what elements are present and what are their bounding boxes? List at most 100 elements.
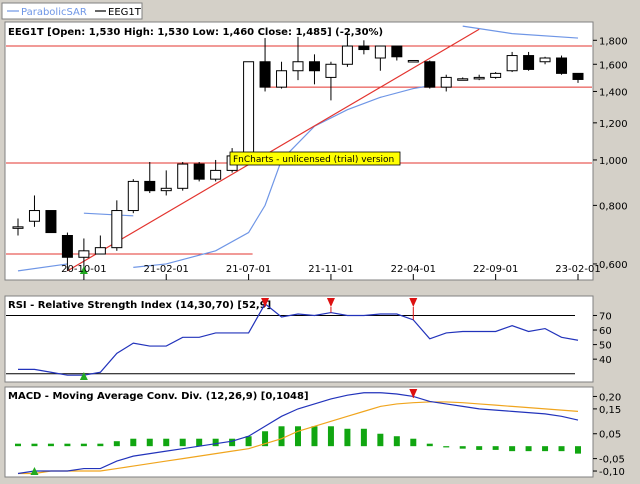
macd-y-tick-label: 0,05 bbox=[599, 430, 621, 441]
sell-signal-arrow bbox=[326, 298, 335, 307]
macd-histogram-bar bbox=[278, 426, 285, 447]
macd-histogram-bar bbox=[410, 438, 417, 447]
macd-histogram-bar bbox=[360, 428, 367, 447]
rsi-y-tick-label: 40 bbox=[599, 355, 612, 366]
candle-body bbox=[160, 187, 172, 192]
candle-body bbox=[243, 61, 255, 157]
macd-histogram-bar bbox=[245, 436, 252, 447]
macd-histogram-bar bbox=[163, 438, 170, 447]
macd-y-tick-label: 0,15 bbox=[599, 405, 621, 416]
price-y-tick-label: 1,000 bbox=[599, 156, 628, 167]
parabolic-sar-segment bbox=[462, 25, 579, 39]
candle-body bbox=[539, 57, 551, 63]
macd-y-tick-label: 0,20 bbox=[599, 392, 621, 403]
macd-y-tick-label: -0,10 bbox=[599, 467, 625, 478]
macd-y-axis: 0,20 0,15 0,05 -0,05-0,10 bbox=[593, 392, 625, 478]
macd-histogram-bar bbox=[558, 446, 565, 452]
candle-body bbox=[407, 59, 419, 63]
candle-body bbox=[259, 61, 271, 88]
candle-body bbox=[127, 180, 139, 212]
macd-histogram-bar bbox=[492, 446, 499, 450]
price-panel-bg bbox=[4, 21, 594, 281]
rsi-y-axis: 70 60 50 40 bbox=[593, 311, 612, 366]
candle-body bbox=[94, 247, 106, 255]
rsi-line bbox=[18, 302, 579, 376]
macd-signal-series bbox=[18, 401, 579, 475]
price-y-tick-label: 1,600 bbox=[599, 60, 628, 71]
candle-body bbox=[111, 210, 123, 249]
macd-histogram-bar bbox=[459, 446, 466, 449]
rsi-y-tick-label: 70 bbox=[599, 311, 612, 322]
candle-body bbox=[144, 180, 156, 192]
candle-body bbox=[473, 76, 485, 80]
candle-body bbox=[523, 55, 535, 70]
macd-histogram-bar bbox=[377, 433, 384, 447]
price-signals bbox=[79, 266, 88, 274]
macd-histogram-bar bbox=[130, 438, 137, 447]
legend-box bbox=[1, 2, 143, 20]
macd-histogram bbox=[15, 426, 581, 454]
candle-body bbox=[374, 45, 386, 59]
macd-histogram-bar bbox=[393, 436, 400, 447]
buy-signal-arrow bbox=[79, 372, 88, 380]
candle-body bbox=[308, 61, 320, 72]
candle-body bbox=[457, 78, 469, 81]
macd-y-tick-label: -0,05 bbox=[599, 455, 625, 466]
price-y-axis: 1,800 1,600 1,400 1,200 1,000 0,800 0,600 bbox=[593, 36, 628, 271]
price-y-tick-label: 1,800 bbox=[599, 36, 628, 47]
candle-body bbox=[490, 72, 502, 78]
macd-histogram-bar bbox=[476, 446, 483, 450]
watermark-text: FnCharts - unlicensed (trial) version bbox=[233, 155, 394, 165]
legend-item-price: EEG1T bbox=[108, 7, 142, 18]
macd-histogram-bar bbox=[113, 441, 120, 447]
candle-body bbox=[506, 55, 518, 72]
macd-panel: MACD - Moving Average Conv. Div. (12,26,… bbox=[4, 386, 625, 478]
price-x-tick-label: 21-02-01 bbox=[144, 264, 189, 275]
sell-signal-arrow bbox=[409, 298, 418, 307]
macd-histogram-bar bbox=[64, 443, 71, 447]
macd-histogram-bar bbox=[97, 443, 104, 447]
macd-histogram-bar bbox=[31, 443, 38, 447]
macd-histogram-bar bbox=[426, 443, 433, 447]
candle-body bbox=[177, 163, 189, 189]
macd-histogram-bar bbox=[229, 438, 236, 447]
candle-body bbox=[572, 72, 584, 80]
rsi-panel-title: RSI - Relative Strength Index (14,30,70)… bbox=[8, 300, 271, 311]
watermark-box bbox=[229, 151, 401, 166]
price-y-tick-label: 0,600 bbox=[599, 260, 628, 271]
macd-histogram-bar bbox=[443, 446, 450, 448]
price-x-axis: 20-10-01 21-02-01 21-07-01 21-11-01 22-04-01… bbox=[61, 264, 601, 280]
legend: ParabolicSAR EEG1T bbox=[1, 2, 143, 20]
candle-body bbox=[358, 45, 370, 51]
sell-signal-arrow bbox=[261, 298, 270, 307]
macd-line-series bbox=[17, 392, 579, 475]
price-y-tick-label: 1,200 bbox=[599, 119, 628, 130]
parabolic-sar-segment bbox=[83, 212, 134, 217]
price-trendline bbox=[67, 28, 480, 272]
sell-signal-arrow bbox=[409, 389, 418, 398]
price-panel: EEG1T [Open: 1,530 High: 1,530 Low: 1,46… bbox=[4, 21, 628, 281]
price-y-tick-label: 1,400 bbox=[599, 87, 628, 98]
watermark: FnCharts - unlicensed (trial) version bbox=[229, 151, 401, 166]
macd-panel-title: MACD - Moving Average Conv. Div. (12,26,… bbox=[8, 391, 309, 402]
macd-signals bbox=[30, 389, 418, 475]
macd-histogram-bar bbox=[542, 446, 549, 452]
legend-item-sar: ParabolicSAR bbox=[21, 7, 87, 18]
price-panel-title: EEG1T [Open: 1,530 High: 1,530 Low: 1,46… bbox=[8, 27, 383, 38]
macd-histogram-bar bbox=[311, 426, 318, 447]
price-x-tick-label: 21-11-01 bbox=[308, 264, 353, 275]
macd-histogram-bar bbox=[179, 438, 186, 447]
candle-body bbox=[440, 76, 452, 88]
rsi-signals bbox=[79, 298, 418, 380]
rsi-line-series bbox=[18, 302, 579, 376]
candle-body bbox=[276, 70, 288, 88]
macd-histogram-bar bbox=[327, 426, 334, 447]
candle-body bbox=[341, 45, 353, 65]
candle-body bbox=[391, 45, 403, 58]
macd-histogram-bar bbox=[47, 443, 54, 447]
candle-body bbox=[292, 61, 304, 72]
macd-histogram-bar bbox=[525, 446, 532, 452]
price-x-tick-label: 21-07-01 bbox=[226, 264, 271, 275]
price-candles bbox=[12, 33, 584, 271]
